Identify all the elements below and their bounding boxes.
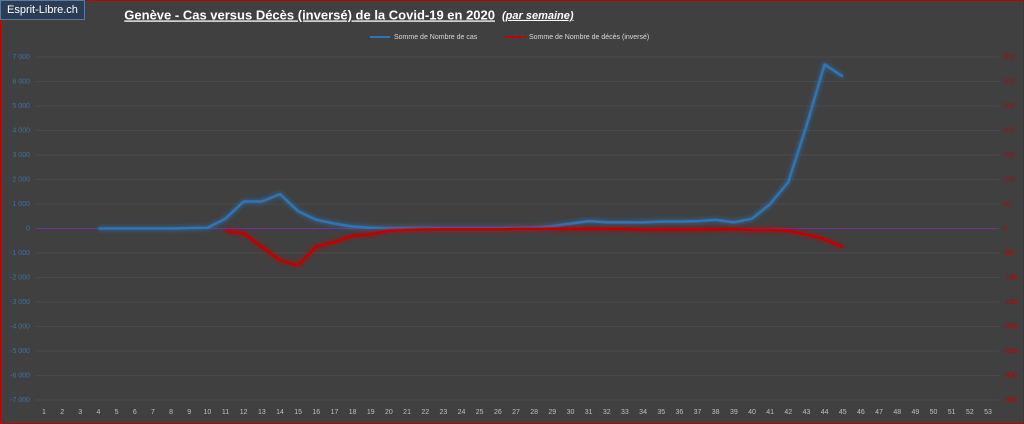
y2-tick-label: 50 [1003,201,1011,208]
x-tick-label: 31 [585,409,593,416]
legend-label: Somme de Nombre de cas [394,34,478,41]
x-tick-label: 41 [766,409,774,416]
x-tick-label: 11 [222,409,229,416]
x-tick-label: 19 [367,409,375,416]
y-tick-label: 7 000 [12,54,30,61]
y-tick-label: 6 000 [12,78,30,85]
y2-tick-label: -150 [1003,299,1017,306]
x-tick-label: 23 [439,409,447,416]
x-tick-label: 48 [893,409,901,416]
x-tick-label: 18 [349,409,357,416]
x-tick-label: 49 [911,409,919,416]
x-tick-label: 14 [276,409,284,416]
x-tick-label: 42 [784,409,792,416]
x-tick-label: 13 [258,409,266,416]
x-tick-label: 28 [530,409,538,416]
y2-tick-label: 300 [1003,78,1015,85]
series-line [98,63,844,230]
x-tick-label: 47 [875,409,883,416]
x-tick-label: 52 [966,409,974,416]
x-tick-label: 9 [187,409,191,416]
y2-tick-label: 150 [1003,152,1015,159]
x-tick-label: 22 [421,409,429,416]
x-tick-label: 30 [567,409,575,416]
x-tick-label: 24 [458,409,466,416]
x-tick-label: 5 [115,409,119,416]
x-tick-label: 44 [821,409,829,416]
x-tick-label: 33 [621,409,629,416]
x-tick-label: 51 [948,409,956,416]
x-tick-label: 12 [240,409,248,416]
y2-tick-label: -100 [1003,274,1017,281]
y-tick-label: -4 000 [10,323,30,330]
series-line [225,227,844,267]
y-tick-label: -6 000 [10,372,30,379]
x-tick-label: 4 [97,409,101,416]
y-tick-label: -5 000 [10,348,30,355]
x-tick-label: 45 [839,409,847,416]
y-tick-label: 2 000 [12,176,30,183]
x-tick-label: 29 [548,409,556,416]
x-tick-label: 2 [60,409,64,416]
x-tick-label: 53 [984,409,992,416]
x-tick-label: 34 [639,409,647,416]
x-tick-label: 26 [494,409,502,416]
x-tick-label: 17 [331,409,339,416]
x-tick-label: 50 [930,409,938,416]
y-tick-label: 1 000 [12,201,30,208]
x-tick-label: 8 [169,409,173,416]
y-tick-label: 4 000 [12,127,30,134]
legend-label: Somme de Nombre de décès (inversé) [529,34,649,41]
x-tick-label: 36 [675,409,683,416]
y-tick-label: 3 000 [12,152,30,159]
x-tick-label: 38 [712,409,720,416]
x-tick-label: 32 [603,409,611,416]
x-tick-label: 40 [748,409,756,416]
x-tick-label: 43 [803,409,811,416]
watermark: Esprit-Libre.ch [0,0,85,20]
x-tick-label: 37 [694,409,702,416]
x-tick-label: 10 [203,409,211,416]
x-tick-label: 46 [857,409,865,416]
x-tick-label: 16 [312,409,320,416]
y2-tick-label: -350 [1003,397,1017,404]
x-tick-label: 20 [385,409,393,416]
y2-tick-label: -300 [1003,372,1017,379]
x-tick-label: 6 [133,409,137,416]
y2-tick-label: 0 [1003,225,1007,232]
y2-tick-label: -200 [1003,323,1017,330]
y-tick-label: -2 000 [10,274,30,281]
y2-tick-label: 250 [1003,103,1015,110]
y2-tick-label: 350 [1003,54,1015,61]
chart-title: Genève - Cas versus Décès (inversé) de l… [124,7,495,22]
x-tick-label: 3 [78,409,82,416]
y2-tick-label: 100 [1003,176,1015,183]
y-tick-label: 5 000 [12,103,30,110]
x-tick-label: 35 [657,409,665,416]
y2-tick-label: -250 [1003,348,1017,355]
x-tick-label: 1 [42,409,46,416]
y2-tick-label: -50 [1003,250,1013,257]
y-tick-label: -7 000 [10,397,30,404]
y-tick-label: -1 000 [10,250,30,257]
y-tick-label: -3 000 [10,299,30,306]
x-tick-label: 21 [403,409,411,416]
chart-subtitle: (par semaine) [502,10,574,22]
x-tick-label: 15 [294,409,302,416]
y2-tick-label: 200 [1003,127,1015,134]
x-tick-label: 27 [512,409,520,416]
y-tick-label: 0 [26,225,30,232]
x-tick-label: 7 [151,409,155,416]
x-tick-label: 25 [476,409,484,416]
x-tick-label: 39 [730,409,738,416]
